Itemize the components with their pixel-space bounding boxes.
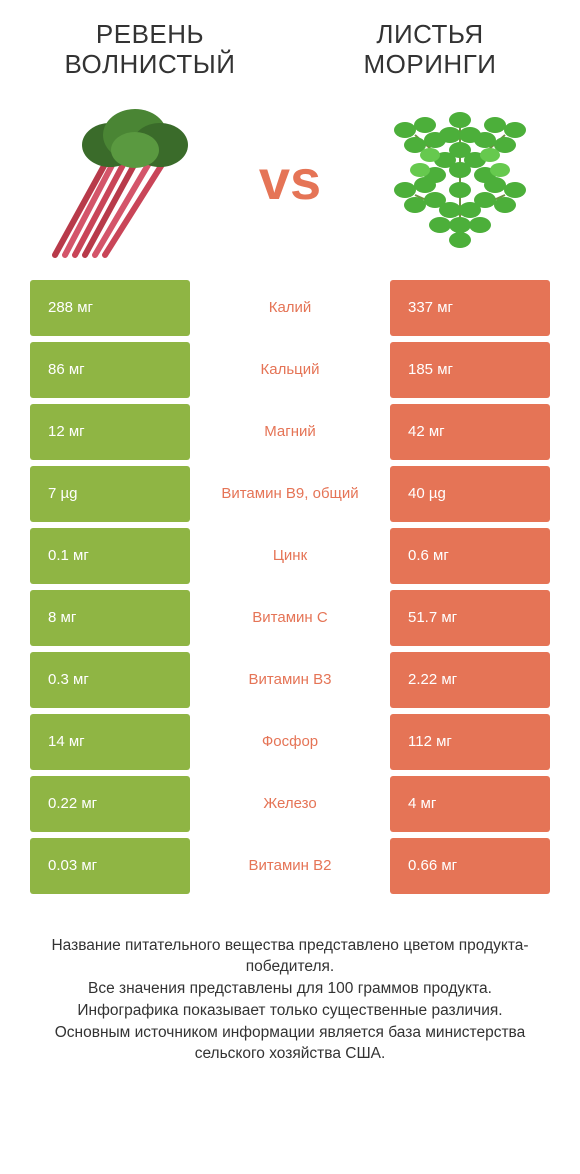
header: Ревень волнистый Листья моринги	[0, 0, 580, 90]
table-row: 0.22 мгЖелезо4 мг	[30, 776, 550, 832]
nutrient-label: Витамин C	[190, 590, 390, 646]
left-value-cell: 8 мг	[30, 590, 190, 646]
left-value-cell: 86 мг	[30, 342, 190, 398]
left-value-cell: 0.3 мг	[30, 652, 190, 708]
right-value-cell: 185 мг	[390, 342, 550, 398]
footer-line: Все значения представлены для 100 граммо…	[30, 978, 550, 1000]
left-value-cell: 288 мг	[30, 280, 190, 336]
table-row: 14 мгФосфор112 мг	[30, 714, 550, 770]
footer-line: Инфографика показывает только существенн…	[30, 1000, 550, 1022]
right-product-image	[370, 95, 550, 265]
left-value-cell: 12 мг	[30, 404, 190, 460]
right-value-cell: 0.6 мг	[390, 528, 550, 584]
nutrient-label: Фосфор	[190, 714, 390, 770]
rhubarb-icon	[40, 100, 200, 260]
left-product-image	[30, 95, 210, 265]
left-product-title: Ревень волнистый	[30, 20, 270, 80]
nutrient-label: Калий	[190, 280, 390, 336]
right-value-cell: 40 µg	[390, 466, 550, 522]
right-value-cell: 0.66 мг	[390, 838, 550, 894]
right-value-cell: 112 мг	[390, 714, 550, 770]
comparison-table: 288 мгКалий337 мг 86 мгКальций185 мг 12 мг…	[0, 280, 580, 894]
vs-label: vs	[210, 147, 370, 212]
nutrient-label: Цинк	[190, 528, 390, 584]
nutrient-label: Витамин B2	[190, 838, 390, 894]
table-row: 86 мгКальций185 мг	[30, 342, 550, 398]
nutrient-label: Витамин B3	[190, 652, 390, 708]
table-row: 12 мгМагний42 мг	[30, 404, 550, 460]
right-value-cell: 51.7 мг	[390, 590, 550, 646]
table-row: 0.1 мгЦинк0.6 мг	[30, 528, 550, 584]
nutrient-label: Витамин B9, общий	[190, 466, 390, 522]
nutrient-label: Железо	[190, 776, 390, 832]
nutrient-label: Магний	[190, 404, 390, 460]
table-row: 7 µgВитамин B9, общий40 µg	[30, 466, 550, 522]
moringa-icon	[375, 95, 545, 265]
left-value-cell: 14 мг	[30, 714, 190, 770]
table-row: 0.3 мгВитамин B32.22 мг	[30, 652, 550, 708]
footer-line: Название питательного вещества представл…	[30, 935, 550, 978]
product-images-row: vs	[0, 90, 580, 280]
nutrient-label: Кальций	[190, 342, 390, 398]
left-value-cell: 0.1 мг	[30, 528, 190, 584]
left-value-cell: 7 µg	[30, 466, 190, 522]
right-value-cell: 42 мг	[390, 404, 550, 460]
table-row: 0.03 мгВитамин B20.66 мг	[30, 838, 550, 894]
left-value-cell: 0.03 мг	[30, 838, 190, 894]
footer-line: Основным источником информации является …	[30, 1022, 550, 1065]
table-row: 8 мгВитамин C51.7 мг	[30, 590, 550, 646]
right-value-cell: 337 мг	[390, 280, 550, 336]
right-value-cell: 2.22 мг	[390, 652, 550, 708]
right-product-title: Листья моринги	[310, 20, 550, 80]
table-row: 288 мгКалий337 мг	[30, 280, 550, 336]
left-value-cell: 0.22 мг	[30, 776, 190, 832]
footer-notes: Название питательного вещества представл…	[0, 900, 580, 1065]
right-value-cell: 4 мг	[390, 776, 550, 832]
